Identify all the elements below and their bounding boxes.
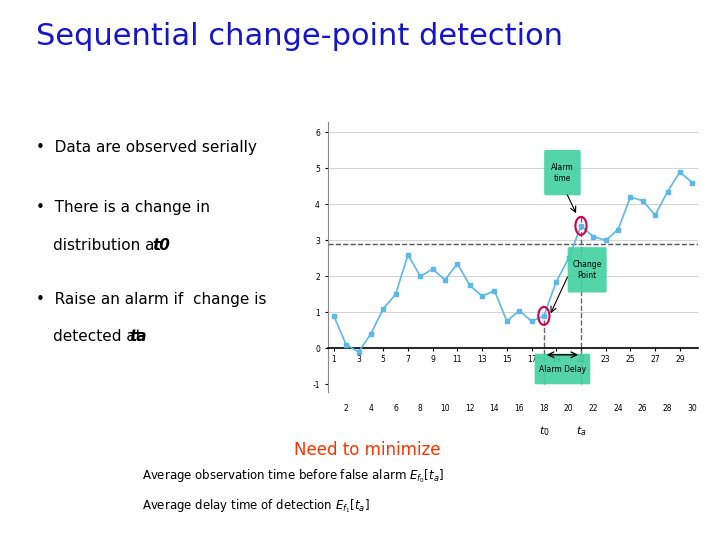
- FancyBboxPatch shape: [567, 247, 607, 293]
- Text: •  Data are observed serially: • Data are observed serially: [36, 140, 257, 156]
- Text: 20: 20: [564, 404, 573, 413]
- FancyBboxPatch shape: [535, 354, 590, 384]
- Text: •  There is a change in: • There is a change in: [36, 200, 210, 215]
- Text: 10: 10: [440, 404, 450, 413]
- Text: Sequential change-point detection: Sequential change-point detection: [36, 22, 563, 51]
- Text: •  Raise an alarm if  change is: • Raise an alarm if change is: [36, 292, 266, 307]
- FancyBboxPatch shape: [544, 150, 581, 195]
- Text: 18: 18: [539, 404, 549, 413]
- Text: $t_a$: $t_a$: [576, 424, 586, 438]
- Text: ta: ta: [130, 329, 147, 345]
- Text: 28: 28: [662, 404, 672, 413]
- Text: Need to minimize: Need to minimize: [294, 441, 441, 458]
- Text: distribution at: distribution at: [53, 238, 165, 253]
- Text: Alarm
time: Alarm time: [551, 163, 574, 183]
- Text: 22: 22: [588, 404, 598, 413]
- Text: Change
Point: Change Point: [572, 260, 602, 280]
- Text: detected at: detected at: [53, 329, 146, 345]
- Text: t0: t0: [152, 238, 170, 253]
- Text: 24: 24: [613, 404, 623, 413]
- Text: 6: 6: [393, 404, 398, 413]
- Text: 30: 30: [688, 404, 697, 413]
- Text: 2: 2: [343, 404, 348, 413]
- Text: Average observation time before false alarm $E_{f_0}[t_a]$: Average observation time before false al…: [142, 467, 444, 485]
- Text: 14: 14: [490, 404, 499, 413]
- Text: $t_0$: $t_0$: [539, 424, 549, 438]
- Text: Alarm Delay: Alarm Delay: [539, 364, 586, 374]
- Text: 26: 26: [638, 404, 647, 413]
- Text: 8: 8: [418, 404, 423, 413]
- Text: 16: 16: [514, 404, 524, 413]
- Text: Average delay time of detection $E_{f_1}[t_a]$: Average delay time of detection $E_{f_1}…: [142, 497, 370, 515]
- Text: 12: 12: [465, 404, 474, 413]
- Text: 4: 4: [369, 404, 373, 413]
